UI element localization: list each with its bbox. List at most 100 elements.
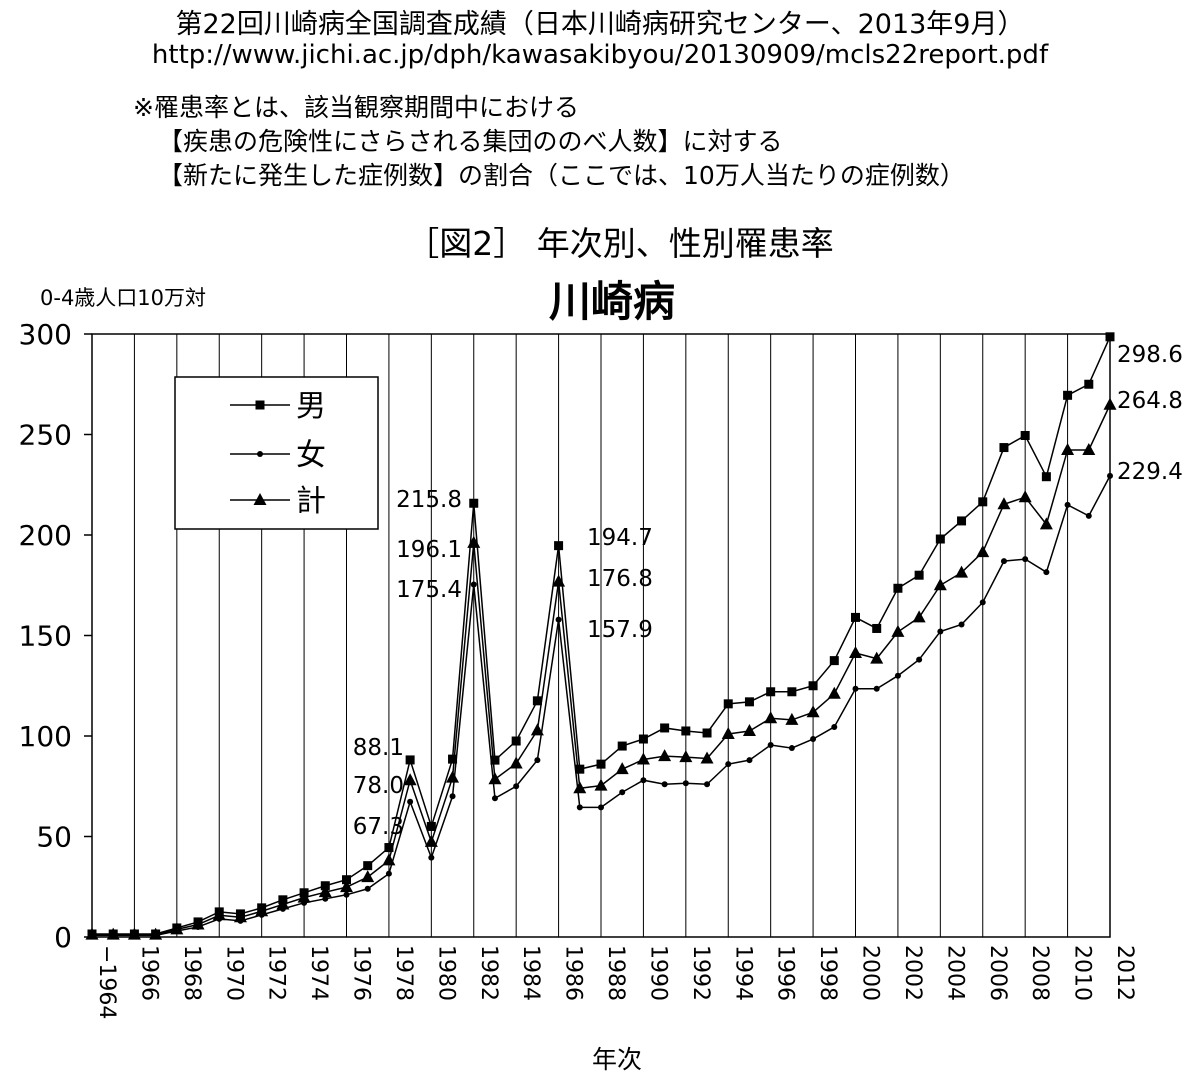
point-s0-2002 xyxy=(893,583,903,593)
point-s1-2012 xyxy=(1107,472,1113,479)
point-s2-1999 xyxy=(827,686,841,699)
x-tick-label-1982: 1982 xyxy=(476,945,501,1001)
point-s2-1978 xyxy=(382,853,396,866)
y-tick-label-150: 150 xyxy=(19,620,72,653)
point-s1-2002 xyxy=(894,672,901,679)
point-s0-2007 xyxy=(999,443,1009,453)
point-s0-2006 xyxy=(978,497,988,507)
note-line-3: 【新たに発生した症例数】の割合（ここでは、10万人当たりの症例数） xyxy=(158,161,965,190)
legend-marker-1 xyxy=(257,451,263,457)
point-s2-2009 xyxy=(1039,517,1053,530)
point-s2-1981 xyxy=(446,770,460,783)
x-tick-label-1978: 1978 xyxy=(391,945,416,1001)
data-label-1979-0: 88.1 xyxy=(353,735,404,761)
y-tick-label-200: 200 xyxy=(19,519,72,552)
chart-title: 川崎病 xyxy=(549,277,675,326)
source-url[interactable]: http://www.jichi.ac.jp/dph/kawasakibyou/… xyxy=(151,40,1049,70)
x-tick-label-1998: 1998 xyxy=(815,945,840,1001)
point-s1-1995 xyxy=(746,757,753,764)
point-s1-1980 xyxy=(428,854,435,861)
x-tick-label-1990: 1990 xyxy=(645,945,670,1001)
point-s2-1966 xyxy=(127,927,141,940)
figure-label: ［図2］ 年次別、性別罹患率 xyxy=(406,224,834,263)
note-line-1: ※罹患率とは、該当観察期間中における xyxy=(133,93,579,122)
x-tick-label-1986: 1986 xyxy=(561,945,586,1001)
point-s0-1978 xyxy=(384,843,394,853)
point-s1-1999 xyxy=(831,723,838,730)
point-s1-2010 xyxy=(1064,501,1071,508)
x-tick-label-1974: 1974 xyxy=(306,945,331,1001)
point-s0-2005 xyxy=(957,516,967,526)
point-s1-1983 xyxy=(491,795,498,802)
point-s2-1973 xyxy=(276,897,290,910)
point-s1-1982 xyxy=(470,581,477,588)
point-s0-1994 xyxy=(723,699,733,709)
point-s0-2000 xyxy=(851,612,860,622)
point-s0-2003 xyxy=(914,570,924,580)
point-s2-1971 xyxy=(233,910,247,923)
point-s2-1987 xyxy=(573,781,587,794)
point-s2-1964 xyxy=(85,927,99,940)
point-s1-2011 xyxy=(1085,512,1092,519)
point-s1-1985 xyxy=(534,757,541,764)
point-s2-2011 xyxy=(1082,442,1096,455)
point-s0-1988 xyxy=(596,759,606,769)
point-s2-1994 xyxy=(721,726,735,739)
point-s0-1976 xyxy=(342,875,351,885)
y-tick-label-100: 100 xyxy=(19,720,72,753)
point-s1-1988 xyxy=(598,804,604,811)
point-s0-1995 xyxy=(744,697,754,707)
point-s2-1982 xyxy=(467,535,481,548)
data-label-2012-2: 229.4 xyxy=(1117,459,1183,485)
point-s0-2008 xyxy=(1020,431,1030,441)
point-s1-1990 xyxy=(640,777,647,784)
point-s0-1984 xyxy=(511,736,521,746)
data-label-1986-1: 176.8 xyxy=(587,566,653,592)
point-s1-1992 xyxy=(682,780,689,787)
data-label-1986-2: 157.9 xyxy=(587,617,653,643)
point-s0-1993 xyxy=(702,728,712,738)
point-s2-2005 xyxy=(955,565,969,578)
point-s1-2000 xyxy=(852,685,859,692)
point-s1-1997 xyxy=(788,745,795,752)
x-tick-label-1976: 1976 xyxy=(349,945,374,1001)
point-s1-2004 xyxy=(937,628,944,635)
point-s1-1996 xyxy=(767,742,774,749)
point-s2-1980 xyxy=(424,834,438,847)
point-s2-1997 xyxy=(785,712,799,725)
point-s1-1998 xyxy=(810,736,817,743)
x-tick-label-1996: 1996 xyxy=(773,945,798,1001)
x-tick-label-1984: 1984 xyxy=(518,945,543,1001)
x-tick-label-2004: 2004 xyxy=(942,945,967,1001)
point-s2-2007 xyxy=(997,497,1011,510)
point-s1-2007 xyxy=(1000,558,1007,565)
point-s2-1998 xyxy=(806,705,820,718)
legend: 男女計 xyxy=(174,376,379,530)
point-s0-1998 xyxy=(808,681,818,691)
x-tick-label-2000: 2000 xyxy=(858,945,883,1001)
y-tick-label-50: 50 xyxy=(36,821,72,854)
point-s0-2009 xyxy=(1041,472,1051,482)
data-label-1982-2: 175.4 xyxy=(396,577,462,603)
page-title: 第22回川崎病全国調査成績（日本川崎病研究センター、2013年9月） xyxy=(175,9,1025,40)
point-s1-1976 xyxy=(343,891,350,898)
point-s0-1999 xyxy=(829,656,839,666)
point-s1-1989 xyxy=(619,789,626,796)
x-tick-label-2006: 2006 xyxy=(985,945,1010,1001)
legend-label-0: 男 xyxy=(296,389,326,424)
point-s1-2001 xyxy=(873,685,880,692)
point-s0-1990 xyxy=(638,734,648,744)
x-tick-label-2010: 2010 xyxy=(1070,945,1095,1001)
point-s0-1987 xyxy=(575,764,585,774)
point-s2-1975 xyxy=(318,885,332,898)
point-s1-1979 xyxy=(407,798,414,805)
x-tick-label-1994: 1994 xyxy=(730,945,755,1001)
point-s2-1993 xyxy=(700,751,714,764)
x-tick-label-1980: 1980 xyxy=(433,945,458,1001)
x-tick-label-1988: 1988 xyxy=(603,945,628,1001)
point-s2-1989 xyxy=(615,762,629,775)
point-s0-2004 xyxy=(935,534,945,544)
point-s2-1976 xyxy=(340,880,353,893)
point-s2-1990 xyxy=(636,752,650,765)
legend-marker-0 xyxy=(255,400,265,410)
